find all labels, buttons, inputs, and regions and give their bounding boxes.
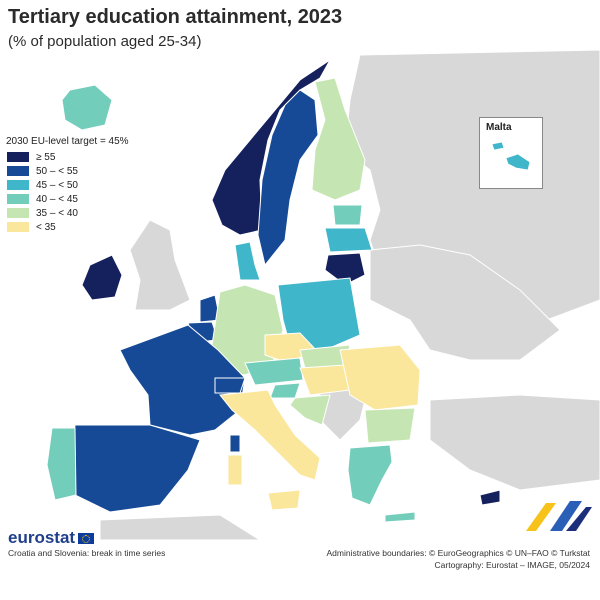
malta-map <box>491 141 531 171</box>
footnote: Croatia and Slovenia: break in time seri… <box>8 548 166 558</box>
region-spain <box>71 424 201 513</box>
legend-swatch <box>6 207 30 219</box>
region-slovenia <box>269 382 301 399</box>
region-france <box>119 324 246 436</box>
legend-item: 45 – < 50 <box>6 178 129 192</box>
region-croatia <box>289 394 331 426</box>
region-italy <box>219 389 321 481</box>
legend-label: 45 – < 50 <box>36 179 78 191</box>
corner-decoration-icon <box>526 501 592 531</box>
malta-inset: Malta <box>479 117 543 189</box>
legend-item: 50 – < 55 <box>6 164 129 178</box>
legend: 2030 EU-level target = 45% ≥ 55 50 – < 5… <box>6 136 129 234</box>
north-africa-region <box>99 514 262 541</box>
region-corsica <box>229 434 241 453</box>
region-denmark <box>234 241 261 281</box>
legend-item: 40 – < 45 <box>6 192 129 206</box>
region-sweden <box>257 89 319 267</box>
uk-region <box>129 219 191 311</box>
region-switzerland <box>214 377 246 394</box>
source-line-2: Cartography: Eurostat – IMAGE, 05/2024 <box>434 560 590 570</box>
region-lithuania <box>324 252 366 286</box>
eurostat-logo: eurostat <box>8 528 95 548</box>
legend-swatch <box>6 151 30 163</box>
region-bulgaria <box>364 407 416 444</box>
region-sicily <box>267 489 301 511</box>
map-subtitle: (% of population aged 25-34) <box>8 33 202 50</box>
region-finland <box>311 77 366 201</box>
legend-swatch <box>6 179 30 191</box>
legend-swatch <box>6 193 30 205</box>
legend-title: 2030 EU-level target = 45% <box>6 136 129 147</box>
region-greece <box>347 444 393 506</box>
region-iceland <box>61 84 113 131</box>
region-latvia <box>324 227 373 253</box>
map-title: Tertiary education attainment, 2023 <box>8 6 343 28</box>
region-portugal <box>46 427 77 501</box>
legend-item: < 35 <box>6 220 129 234</box>
source-line-1: Administrative boundaries: © EuroGeograp… <box>326 548 590 558</box>
legend-swatch <box>6 165 30 177</box>
countries <box>46 59 501 523</box>
turkey-region <box>429 394 600 491</box>
legend-item: 35 – < 40 <box>6 206 129 220</box>
region-crete <box>384 511 416 523</box>
region-ireland <box>81 254 123 301</box>
legend-label: 35 – < 40 <box>36 207 78 219</box>
region-cyprus <box>479 489 501 506</box>
belarus-ukraine-region <box>369 244 561 361</box>
region-austria <box>244 357 304 386</box>
region-hungary <box>299 364 351 396</box>
legend-label: 50 – < 55 <box>36 165 78 177</box>
region-sardinia <box>227 454 243 486</box>
region-gozo <box>491 141 505 151</box>
region-romania <box>339 344 421 411</box>
region-malta-main <box>505 153 531 171</box>
eu-flag-icon <box>78 532 95 544</box>
legend-label: < 35 <box>36 221 56 233</box>
legend-label: 40 – < 45 <box>36 193 78 205</box>
legend-item: ≥ 55 <box>6 150 129 164</box>
legend-swatch <box>6 221 30 233</box>
region-estonia <box>332 204 363 226</box>
legend-label: ≥ 55 <box>36 151 56 163</box>
inset-label: Malta <box>486 122 512 133</box>
logo-text: eurostat <box>8 528 76 547</box>
